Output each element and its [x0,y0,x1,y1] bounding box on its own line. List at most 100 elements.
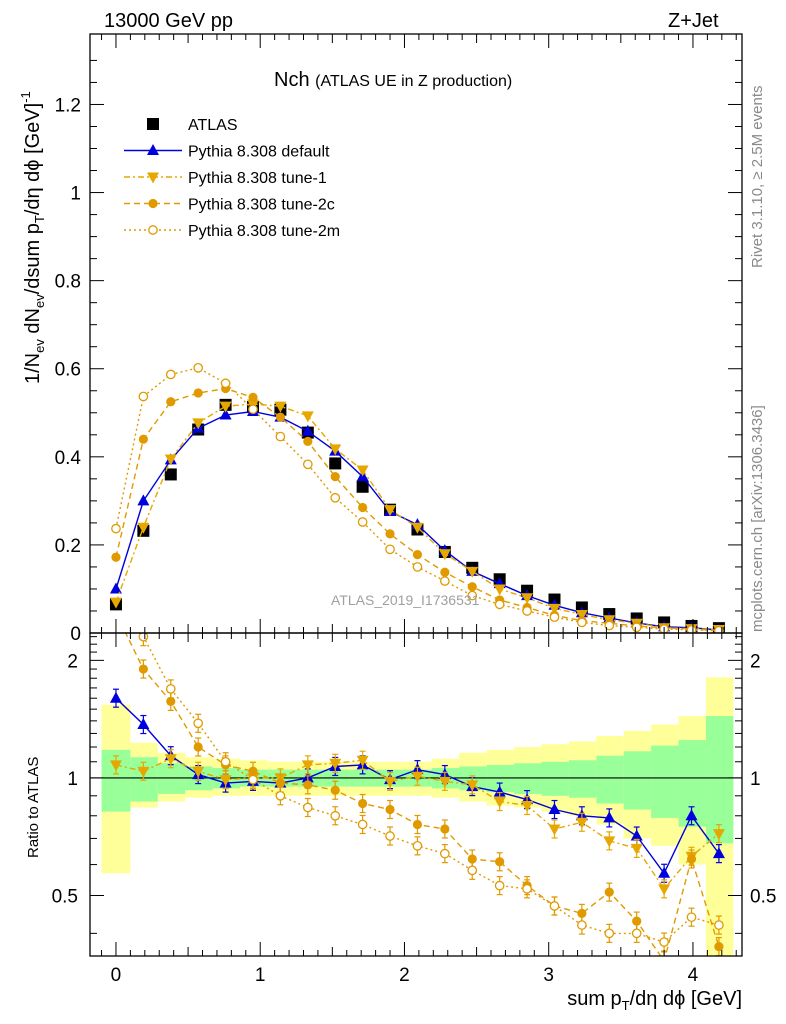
data-point [466,566,479,578]
ratio-point [356,755,369,767]
ratio-point [301,760,314,772]
legend-label: ATLAS [188,117,238,134]
legend: ATLAS Pythia 8.308 default Pythia 8.308 tu… [124,117,340,240]
ratio-series-2 [124,633,724,965]
data-point [248,392,258,402]
data-point [274,401,287,413]
data-point [219,408,232,420]
data-point [493,584,506,596]
legend-marker [148,198,158,209]
data-point [137,494,150,506]
ratio-point [302,802,313,813]
data-point [412,562,423,572]
data-point [220,378,231,389]
ratio-point [548,803,561,815]
ratio-y-axis-label: Ratio to ATLAS [25,757,42,858]
ratio-point [138,664,148,674]
ratio-point [630,843,643,855]
ratio-point [303,780,313,790]
ratio-point [521,800,534,812]
data-point [494,599,505,610]
data-point [384,505,397,517]
data-point [165,369,176,380]
ratio-point [165,684,176,694]
x-ticks: 0 1 2 3 4 [101,34,737,986]
x-axis-label: sum pT/dη dϕ [GeV] [567,988,742,1013]
data-point [467,590,478,601]
ratio-point [632,916,642,926]
ratio-point [439,848,450,859]
x-tick-label: 4 [688,965,699,986]
main-plot-area [109,363,725,633]
data-point [164,454,177,466]
y-tick-label: 0 [70,624,81,645]
ratio-point [138,633,149,642]
x-tick-label: 2 [399,965,410,986]
ratio-point [275,778,286,788]
data-point [138,434,148,444]
ratio-point [630,829,643,841]
chart-subtitle: (ATLAS UE in Z production) [315,73,512,90]
ratio-point [219,775,232,787]
ratio-y-tick-label: 2 [67,651,78,672]
ratio-point [685,809,698,821]
y-tick-label: 0.6 [55,360,81,381]
data-point [357,517,368,527]
data-point [521,593,534,605]
ratio-point [604,887,614,897]
ratio-point [109,691,122,703]
data-point [329,457,342,470]
y-tick-label: 0.8 [55,272,81,293]
data-point [109,582,122,594]
ratio-point [357,819,368,830]
legend-marker [147,144,159,155]
ratio-point [577,920,587,930]
data-point [164,468,177,481]
ratio-point [329,758,342,770]
series-4 [111,363,724,633]
main-y-axis-label: 1/Nev dNev/dsum pT/dη dϕ [GeV]-1 [18,91,47,384]
ratio-point [712,829,725,841]
ratio-point [412,841,423,851]
ratio-point [330,785,340,795]
ratio-point [385,804,395,815]
ratio-y-tick-label-right: 1 [750,769,761,790]
band-1sigma-bin [514,763,542,794]
data-point [192,418,205,430]
ratio-point [658,884,671,896]
y-label-part: -1 [18,91,33,103]
ratio-y-tick-label: 0.5 [52,887,78,908]
data-point [330,472,340,482]
ratio-point [109,760,122,772]
x-label-part: T [622,998,630,1013]
ratio-point [659,937,669,947]
ratio-point [248,774,258,785]
legend-marker [148,225,158,235]
ratio-plot-area [109,633,725,965]
data-point [301,424,314,436]
y-tick-label: 1.2 [55,95,81,116]
ratio-point [164,754,177,766]
data-point [275,412,286,422]
ratio-point [358,798,368,809]
ratio-point [714,920,724,930]
data-point [577,617,587,628]
x-tick-label: 1 [255,965,266,986]
data-point [329,444,342,456]
band-1sigma-bin [651,745,679,818]
ratio-point [660,956,669,965]
ratio-point [548,824,561,836]
data-point [438,549,451,561]
ratio-point [631,928,642,939]
data-point [302,459,313,470]
series-2 [109,399,725,633]
x-tick-label: 3 [543,965,554,986]
y-label-part: ev [32,339,47,353]
ratio-point [385,831,395,841]
ratio-point [575,817,588,829]
data-point [219,401,232,413]
ratio-point [686,912,697,923]
data-point [109,597,122,609]
data-point [575,610,588,622]
